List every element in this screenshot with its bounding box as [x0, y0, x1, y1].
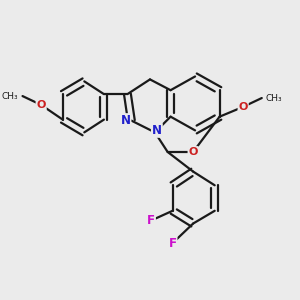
Text: N: N — [121, 114, 130, 127]
Text: CH₃: CH₃ — [266, 94, 282, 103]
Text: F: F — [147, 214, 155, 227]
Text: O: O — [37, 100, 46, 110]
Text: F: F — [169, 237, 176, 250]
Text: O: O — [188, 147, 198, 157]
Text: CH₃: CH₃ — [2, 92, 19, 100]
Text: O: O — [238, 102, 248, 112]
Text: N: N — [152, 124, 162, 137]
